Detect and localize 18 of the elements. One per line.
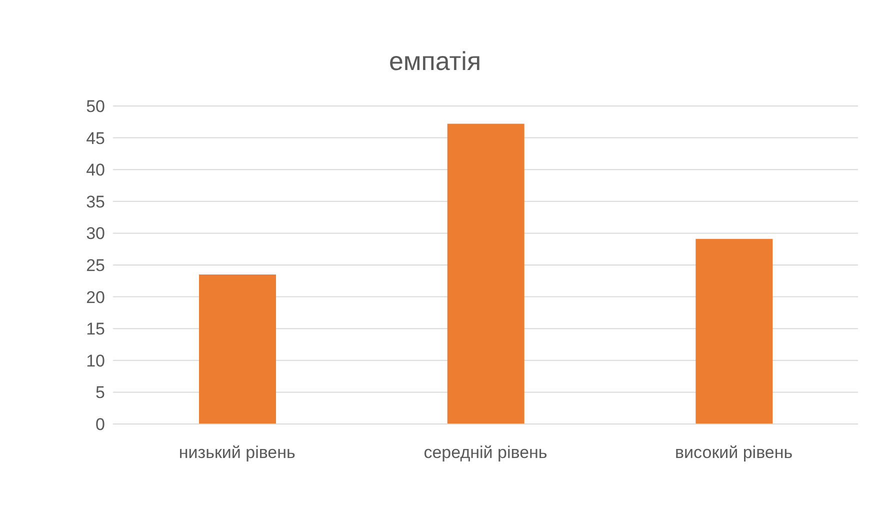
x-tick-label: високий рівень [675, 443, 793, 462]
chart-title: емпатія [388, 46, 482, 77]
y-tick-label: 15 [86, 320, 105, 339]
y-tick-label: 30 [86, 224, 105, 244]
x-tick-label: низький рівень [178, 443, 296, 462]
y-tick-label: 10 [86, 351, 105, 370]
bar [447, 124, 524, 424]
y-tick-label: 25 [86, 256, 105, 276]
x-tick-label: середній рівень [424, 443, 548, 462]
y-tick-label: 45 [86, 128, 105, 148]
y-tick-label: 0 [96, 415, 105, 434]
y-tick-label: 40 [86, 160, 105, 180]
bar [199, 274, 276, 424]
y-tick-label: 5 [96, 383, 105, 402]
y-tick-label: 50 [86, 97, 105, 116]
bar [696, 238, 773, 424]
y-tick-label: 20 [86, 288, 105, 307]
y-tick-label: 35 [86, 192, 105, 212]
